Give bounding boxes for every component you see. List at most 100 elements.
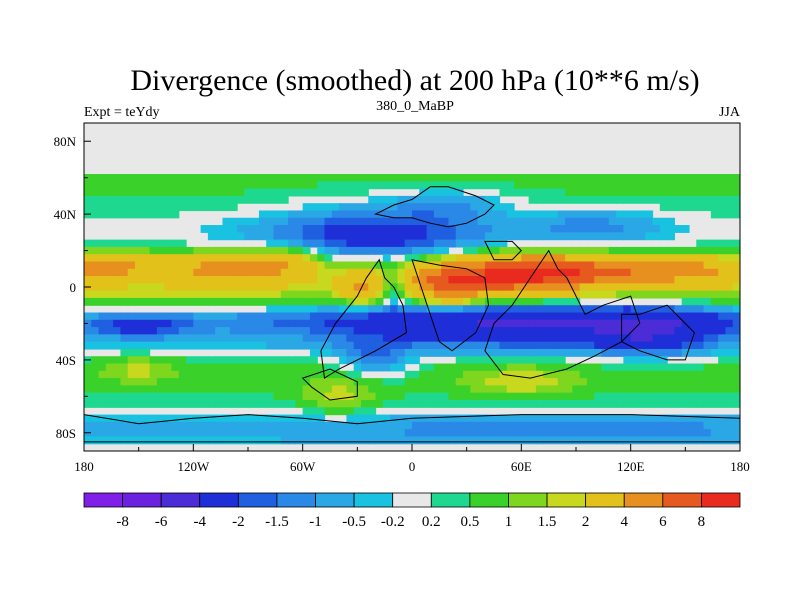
contour-cell xyxy=(339,429,347,438)
contour-cell xyxy=(120,363,129,372)
contour-cell xyxy=(470,363,479,372)
contour-cell xyxy=(419,421,428,430)
contour-cell xyxy=(572,312,581,321)
contour-cell xyxy=(492,276,501,284)
contour-cell xyxy=(441,174,450,182)
contour-cell xyxy=(412,421,420,430)
contour-cell xyxy=(258,174,267,182)
contour-cell xyxy=(667,268,675,277)
contour-cell xyxy=(156,246,165,255)
contour-cell xyxy=(419,385,428,394)
contour-cell xyxy=(710,363,719,372)
contour-cell xyxy=(455,188,464,197)
contour-cell xyxy=(514,334,522,343)
contour-cell xyxy=(630,327,639,335)
contour-cell xyxy=(484,385,493,394)
contour-cell xyxy=(463,195,471,204)
contour-cell xyxy=(433,312,442,321)
contour-cell xyxy=(229,392,238,401)
contour-cell xyxy=(448,414,457,423)
contour-cell xyxy=(113,188,122,197)
contour-cell xyxy=(623,225,632,233)
contour-cell xyxy=(244,246,253,255)
contour-cell xyxy=(441,254,450,263)
contour-cell xyxy=(688,305,697,314)
contour-cell xyxy=(368,341,377,350)
contour-cell xyxy=(455,370,464,379)
contour-cell xyxy=(324,290,333,299)
contour-cell xyxy=(178,246,187,255)
contour-cell xyxy=(266,385,275,394)
contour-cell xyxy=(397,399,406,408)
contour-cell xyxy=(637,261,646,270)
contour-cell xyxy=(601,429,610,438)
contour-cell xyxy=(266,436,275,445)
contour-cell xyxy=(718,399,727,408)
contour-cell xyxy=(601,327,610,335)
contour-cell xyxy=(135,370,143,379)
contour-cell xyxy=(433,341,442,350)
contour-cell xyxy=(382,203,391,212)
contour-cell xyxy=(565,436,573,445)
contour-cell xyxy=(652,348,661,357)
contour-cell xyxy=(324,246,333,255)
contour-cell xyxy=(98,436,107,445)
contour-cell xyxy=(382,268,391,277)
contour-cell xyxy=(608,421,617,430)
contour-cell xyxy=(244,370,253,379)
contour-cell xyxy=(703,334,712,343)
contour-cell xyxy=(528,436,537,445)
contour-cell xyxy=(550,254,559,263)
contour-cell xyxy=(324,327,333,335)
contour-cell xyxy=(732,327,740,335)
contour-cell xyxy=(499,276,508,284)
contour-cell xyxy=(339,217,347,226)
contour-cell xyxy=(382,261,391,270)
contour-cell xyxy=(382,421,391,430)
contour-cell xyxy=(317,203,326,212)
contour-cell xyxy=(215,268,224,277)
contour-cell xyxy=(120,210,129,219)
contour-cell xyxy=(237,392,245,401)
contour-cell xyxy=(667,319,675,328)
contour-cell xyxy=(419,378,428,386)
contour-cell xyxy=(339,203,347,212)
contour-cell xyxy=(412,210,420,219)
contour-cell xyxy=(623,312,632,321)
contour-cell xyxy=(659,276,668,284)
contour-cell xyxy=(360,414,369,423)
contour-cell xyxy=(652,436,661,445)
contour-cell xyxy=(667,246,675,255)
contour-cell xyxy=(528,225,537,233)
contour-cell xyxy=(375,363,384,372)
contour-cell xyxy=(164,312,173,321)
contour-cell xyxy=(360,348,369,357)
contour-cell xyxy=(331,268,340,277)
contour-cell xyxy=(652,181,661,190)
contour-cell xyxy=(528,341,537,350)
contour-cell xyxy=(616,174,624,182)
contour-cell xyxy=(105,356,114,365)
contour-cell xyxy=(572,181,581,190)
contour-cell xyxy=(441,246,450,255)
contour-cell xyxy=(455,217,464,226)
contour-cell xyxy=(572,334,581,343)
contour-cell xyxy=(710,188,719,197)
contour-cell xyxy=(84,276,92,284)
contour-cell xyxy=(455,436,464,445)
contour-cell xyxy=(120,327,129,335)
contour-cell xyxy=(113,319,122,328)
contour-cell xyxy=(317,174,326,182)
contour-cell xyxy=(273,188,282,197)
contour-cell xyxy=(601,334,610,343)
contour-cell xyxy=(91,421,100,430)
contour-cell xyxy=(608,254,617,263)
contour-cell xyxy=(171,188,180,197)
contour-cell xyxy=(309,378,318,386)
contour-cell xyxy=(302,392,311,401)
contour-cell xyxy=(725,181,734,190)
contour-cell xyxy=(91,312,100,321)
contour-cell xyxy=(470,312,479,321)
contour-cell xyxy=(360,356,369,365)
contour-cell xyxy=(156,436,165,445)
